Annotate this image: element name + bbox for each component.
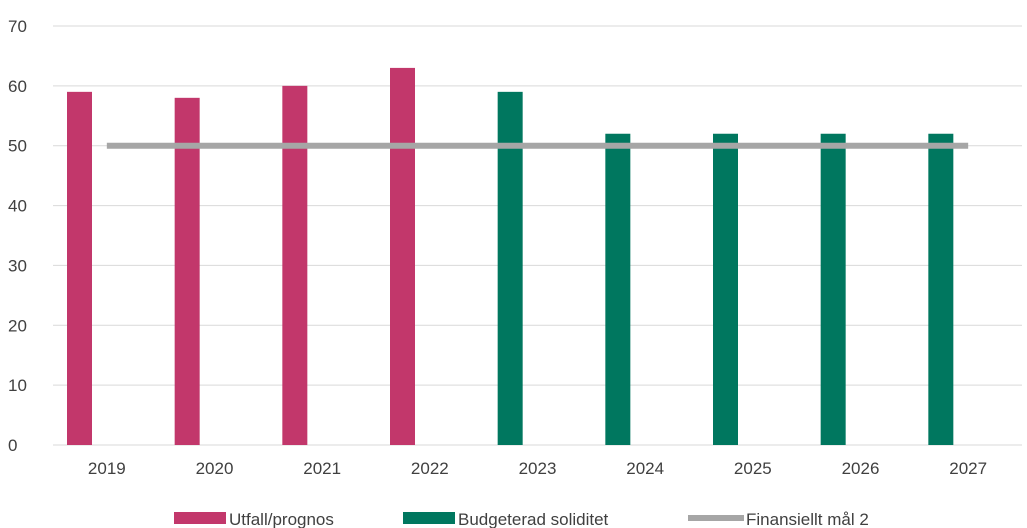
bar-budgeterad-2027 <box>928 133 954 445</box>
y-tick-label: 40 <box>8 197 27 216</box>
x-tick-label: 2026 <box>842 459 880 478</box>
legend-swatch-utfall <box>174 512 226 524</box>
bar-utfall-2021 <box>282 85 308 445</box>
legend: Utfall/prognos Budgeterad soliditet Fina… <box>174 510 869 528</box>
x-tick-label: 2020 <box>196 459 234 478</box>
y-tick-label: 30 <box>8 256 27 275</box>
y-tick-label: 10 <box>8 376 27 395</box>
x-tick-label: 2019 <box>88 459 126 478</box>
bar-budgeterad-2024 <box>605 133 631 445</box>
y-tick-label: 70 <box>8 17 27 36</box>
x-tick-label: 2022 <box>411 459 449 478</box>
bar-utfall-2020 <box>174 97 200 445</box>
y-tick-label: 60 <box>8 77 27 96</box>
bar-utfall-2022 <box>390 67 415 446</box>
x-tick-label: 2023 <box>519 459 557 478</box>
bars <box>67 67 954 446</box>
x-axis-tick-labels: 2019 2020 2021 2022 2023 2024 2025 2026 2027 <box>88 459 987 478</box>
x-tick-label: 2027 <box>949 459 987 478</box>
y-axis-tick-labels: 0 10 20 30 40 50 60 70 <box>8 17 27 455</box>
legend-label-finansiellt: Finansiellt mål 2 <box>746 510 869 528</box>
x-tick-label: 2021 <box>303 459 341 478</box>
bar-budgeterad-2026 <box>820 133 846 445</box>
bar-budgeterad-2025 <box>713 133 738 445</box>
x-tick-label: 2024 <box>626 459 664 478</box>
bar-utfall-2019 <box>67 91 92 445</box>
legend-swatch-budgeterad <box>403 512 455 524</box>
x-tick-label: 2025 <box>734 459 772 478</box>
y-tick-label: 0 <box>8 436 17 455</box>
bar-budgeterad-2023 <box>497 91 523 445</box>
legend-label-budgeterad: Budgeterad soliditet <box>458 510 609 528</box>
y-tick-label: 20 <box>8 316 27 335</box>
y-tick-label: 50 <box>8 137 27 156</box>
legend-label-utfall: Utfall/prognos <box>229 510 334 528</box>
